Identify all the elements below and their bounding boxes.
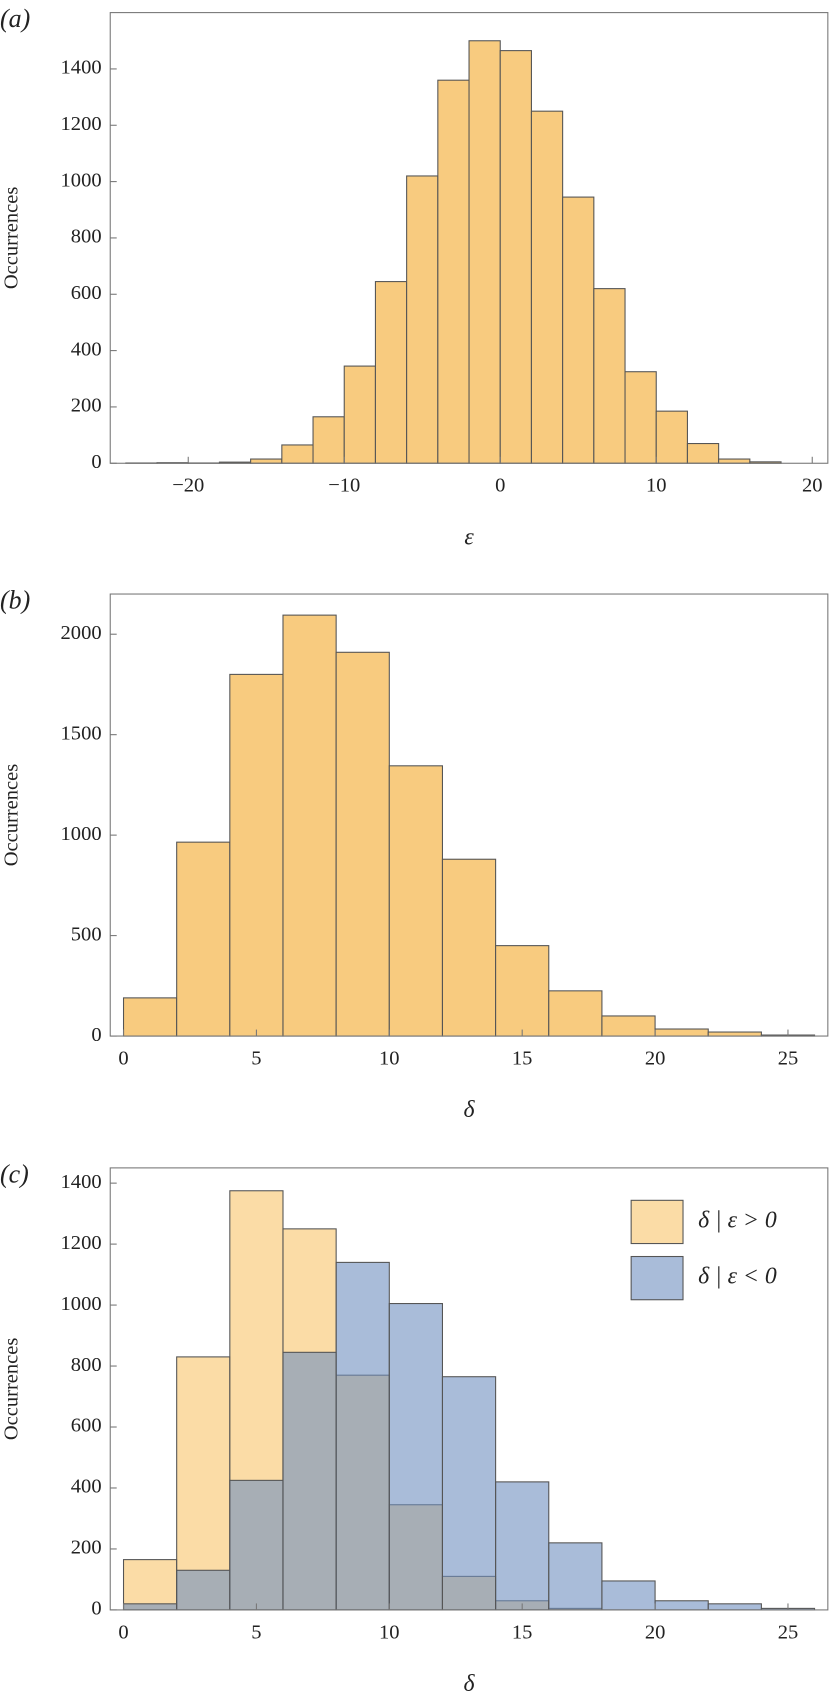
legend-label: δ | ε > 0 — [698, 1207, 777, 1233]
bar — [548, 990, 603, 1037]
x-tick-label: 10 — [646, 475, 667, 497]
y-tick-label: 200 — [71, 1537, 102, 1559]
panel-label: (c) — [0, 1159, 29, 1188]
bar — [468, 40, 501, 464]
y-tick-label: 1400 — [61, 57, 102, 79]
y-tick-label: 800 — [71, 1354, 102, 1376]
y-tick-label: 400 — [71, 1476, 102, 1498]
bar — [437, 79, 470, 464]
x-axis-label: δ — [464, 1671, 476, 1696]
bar — [707, 1031, 762, 1037]
y-tick-label: 1200 — [61, 1232, 102, 1254]
bar — [441, 858, 497, 1037]
bar — [593, 288, 626, 464]
bar — [176, 1569, 231, 1611]
bar — [229, 673, 284, 1037]
y-axis-label: Occurrences — [1, 764, 23, 867]
y-tick-label: 400 — [71, 338, 102, 360]
bar — [122, 1559, 178, 1611]
y-tick-label: 0 — [91, 1024, 101, 1046]
x-tick-label: 0 — [118, 1048, 128, 1070]
bar — [282, 1351, 337, 1611]
bar — [499, 50, 532, 464]
plot-frame — [109, 593, 829, 1037]
x-tick-label: 5 — [251, 1621, 261, 1643]
y-tick-label: 1000 — [61, 823, 102, 845]
x-tick-label: −20 — [172, 475, 204, 497]
bar — [388, 765, 443, 1037]
bar — [654, 1600, 709, 1611]
bar — [707, 1603, 762, 1611]
bar — [281, 444, 314, 464]
bar — [406, 175, 439, 464]
bar — [441, 1376, 497, 1611]
bar — [374, 281, 408, 464]
bar — [335, 651, 390, 1037]
bar — [229, 1479, 284, 1611]
bar — [388, 1303, 443, 1611]
y-tick-label: 0 — [91, 451, 101, 473]
x-tick-label: 20 — [645, 1621, 666, 1643]
bar — [250, 458, 283, 464]
legend-swatch — [630, 1199, 684, 1245]
y-axis-label: Occurrences — [1, 187, 23, 290]
bar — [718, 458, 751, 464]
y-tick-label: 1000 — [61, 1293, 102, 1315]
bar — [495, 1481, 550, 1611]
bar — [655, 410, 688, 464]
y-tick-label: 600 — [71, 1415, 102, 1437]
bar — [122, 1603, 178, 1611]
x-tick-label: 25 — [778, 1621, 799, 1643]
x-tick-label: 20 — [645, 1048, 666, 1070]
bar — [654, 1028, 709, 1037]
x-tick-label: 25 — [778, 1048, 799, 1070]
legend-label: δ | ε < 0 — [698, 1264, 777, 1290]
x-tick-label: −10 — [328, 475, 360, 497]
y-tick-label: 1000 — [61, 169, 102, 191]
bar — [495, 945, 550, 1037]
legend-swatch — [630, 1255, 684, 1301]
x-tick-label: 5 — [251, 1048, 261, 1070]
y-axis-label: Occurrences — [1, 1338, 23, 1441]
panel-label: (a) — [0, 4, 30, 33]
y-tick-label: 200 — [71, 395, 102, 417]
bar — [601, 1580, 656, 1611]
x-tick-label: 15 — [512, 1048, 533, 1070]
bar — [601, 1015, 656, 1037]
plot-frame — [109, 1167, 829, 1611]
x-tick-label: 15 — [512, 1621, 533, 1643]
bar — [548, 1542, 603, 1611]
x-tick-label: 10 — [379, 1048, 400, 1070]
y-tick-label: 2000 — [61, 622, 102, 644]
x-tick-label: 0 — [495, 475, 505, 497]
panel-label: (b) — [0, 586, 30, 615]
bar — [530, 110, 564, 464]
bar — [176, 841, 231, 1037]
y-tick-label: 1500 — [61, 722, 102, 744]
y-tick-label: 800 — [71, 226, 102, 248]
y-tick-label: 500 — [71, 923, 102, 945]
y-tick-label: 1200 — [61, 113, 102, 135]
bar — [122, 997, 178, 1037]
x-axis-label: δ — [464, 1097, 476, 1123]
y-tick-label: 600 — [71, 282, 102, 304]
x-tick-label: 20 — [802, 475, 823, 497]
x-axis-label: ε — [464, 524, 474, 550]
bar — [624, 371, 657, 464]
bar — [312, 416, 345, 464]
bar — [335, 1261, 390, 1611]
bar — [686, 443, 720, 464]
y-tick-label: 1400 — [61, 1171, 102, 1193]
bar — [282, 614, 337, 1037]
bar — [343, 365, 376, 464]
bar — [562, 196, 595, 464]
x-tick-label: 10 — [379, 1621, 400, 1643]
x-tick-label: 0 — [118, 1621, 128, 1643]
y-tick-label: 0 — [91, 1598, 101, 1620]
